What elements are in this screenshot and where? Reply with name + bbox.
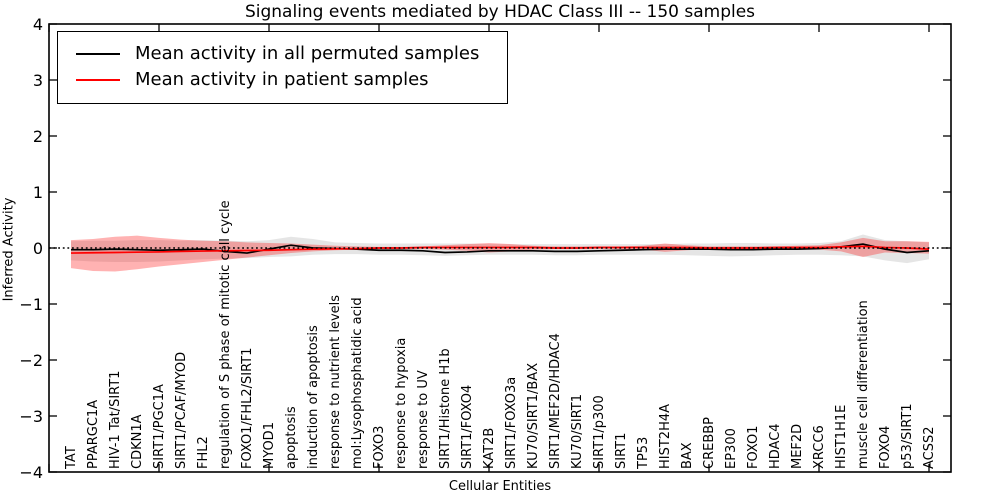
y-tick-label: 3 (33, 71, 43, 90)
x-category-label: response to hypoxia (394, 338, 409, 469)
x-category-label: mol:Lysophosphatidic acid (350, 297, 365, 469)
legend-line-black-icon (76, 53, 120, 55)
patient-band (71, 235, 929, 272)
x-category-label: MYOD1 (262, 422, 277, 469)
permuted-band (71, 234, 929, 264)
x-category-label: PPARGC1A (86, 400, 101, 469)
x-category-label: SIRT1 (614, 433, 629, 469)
legend-item-permuted: Mean activity in all permuted samples (58, 42, 507, 66)
legend-label-permuted: Mean activity in all permuted samples (135, 43, 480, 64)
y-tick-label: 4 (33, 15, 43, 34)
x-category-label: SIRT1/PGC1A (152, 384, 167, 469)
x-category-label: p53/SIRT1 (900, 403, 915, 469)
x-category-label: SIRT1/PCAF/MYOD (174, 352, 189, 469)
y-tick-label: 2 (33, 127, 43, 146)
y-tick-label: 1 (33, 183, 43, 202)
legend-label-patient: Mean activity in patient samples (135, 69, 429, 90)
x-category-label: apoptosis (284, 406, 299, 469)
x-category-label: muscle cell differentiation (856, 300, 871, 469)
x-category-label: FOXO4 (878, 426, 893, 469)
x-category-label: KAT2B (482, 428, 497, 469)
x-category-label: regulation of S phase of mitotic cell cy… (218, 200, 233, 469)
x-category-label: FOXO1 (746, 426, 761, 469)
x-category-label: SIRT1/Histone H1b (438, 348, 453, 469)
y-tick-label: 0 (33, 239, 43, 258)
legend: Mean activity in all permuted samples Me… (57, 31, 508, 104)
x-category-label: response to nutrient levels (328, 295, 343, 469)
y-tick-label: −2 (19, 351, 43, 370)
x-category-label: EP300 (724, 428, 739, 469)
y-tick-label: −4 (19, 463, 43, 482)
x-category-label: SIRT1/FOXO3a (504, 377, 519, 469)
legend-item-patient: Mean activity in patient samples (58, 68, 507, 92)
x-category-label: response to UV (416, 370, 431, 469)
x-category-label: SIRT1/FOXO4 (460, 385, 475, 469)
x-category-label: SIRT1/MEF2D/HDAC4 (548, 333, 563, 469)
x-category-label: SIRT1/p300 (592, 395, 607, 469)
x-category-label: BAX (680, 442, 695, 469)
x-category-label: XRCC6 (812, 425, 827, 469)
y-tick-label: −1 (19, 295, 43, 314)
x-category-label: ACSS2 (922, 426, 937, 469)
x-category-label: TAT (64, 446, 79, 470)
x-category-label: TP53 (636, 437, 651, 470)
x-category-label: MEF2D (790, 424, 805, 469)
legend-line-red-icon (76, 79, 120, 81)
x-category-label: FOXO3 (372, 426, 387, 469)
x-category-label: CREBBP (702, 417, 717, 469)
x-category-label: FOXO1/FHL2/SIRT1 (240, 348, 255, 469)
x-category-label: CDKN1A (130, 414, 145, 469)
x-category-label: KU70/SIRT1 (570, 394, 585, 469)
y-axis-label: Inferred Activity (1, 197, 17, 302)
chart-title: Signaling events mediated by HDAC Class … (244, 2, 756, 22)
x-category-label: FHL2 (196, 436, 211, 469)
x-axis-label: Cellular Entities (448, 479, 552, 494)
x-category-label: induction of apoptosis (306, 325, 321, 469)
x-category-label: KU70/SIRT1/BAX (526, 363, 541, 469)
y-tick-label: −3 (19, 407, 43, 426)
x-category-label: HIST2H4A (658, 404, 673, 469)
x-category-label: HDAC4 (768, 423, 783, 469)
x-category-label: HIV-1 Tat/SIRT1 (108, 371, 123, 469)
x-category-label: HIST1H1E (834, 405, 849, 469)
